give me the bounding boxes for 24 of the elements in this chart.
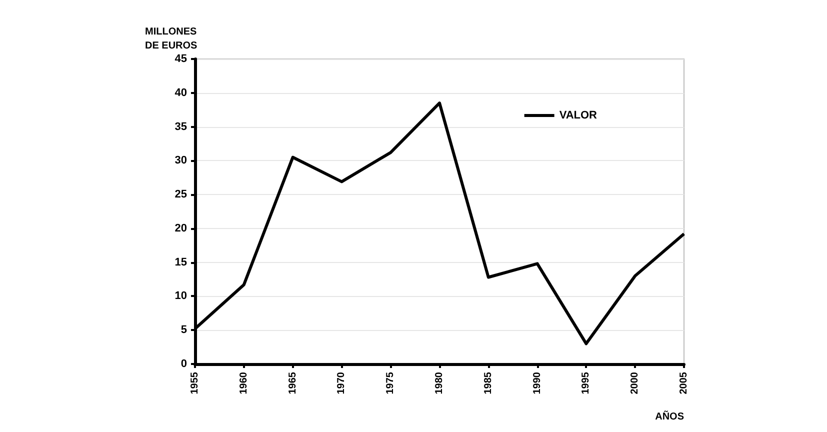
y-tick-label: 15 xyxy=(174,256,187,268)
x-tick-label: 1975 xyxy=(385,372,396,394)
x-axis-title: AÑOS xyxy=(655,410,684,422)
x-tick-label: 1955 xyxy=(190,372,200,394)
x-tick-label: 1990 xyxy=(532,372,543,394)
y-tick-label: 25 xyxy=(174,188,187,201)
x-tick-label: 1965 xyxy=(287,372,298,394)
x-tick-label: 1970 xyxy=(336,372,348,394)
x-tick-label: 1980 xyxy=(434,372,445,394)
x-tick-label: 1995 xyxy=(580,372,592,394)
y-tick-label: 5 xyxy=(180,324,187,336)
y-tick-label: 45 xyxy=(174,53,187,65)
y-axis-title: MILLONES DE EUROS xyxy=(145,26,198,52)
x-tick-label: 2000 xyxy=(630,372,641,394)
legend-label: VALOR xyxy=(559,110,598,122)
x-tick-label: 1960 xyxy=(238,372,250,394)
y-tick-label: 10 xyxy=(174,290,187,302)
y-tick-label: 30 xyxy=(174,154,187,167)
y-tick-label: 20 xyxy=(174,222,187,234)
y-tick-label: 35 xyxy=(174,120,187,133)
x-tick-label: 2005 xyxy=(678,372,690,394)
y-tick-label: 40 xyxy=(174,86,187,99)
y-tick-label: 0 xyxy=(180,358,187,370)
x-tick-label: 1985 xyxy=(482,372,494,394)
